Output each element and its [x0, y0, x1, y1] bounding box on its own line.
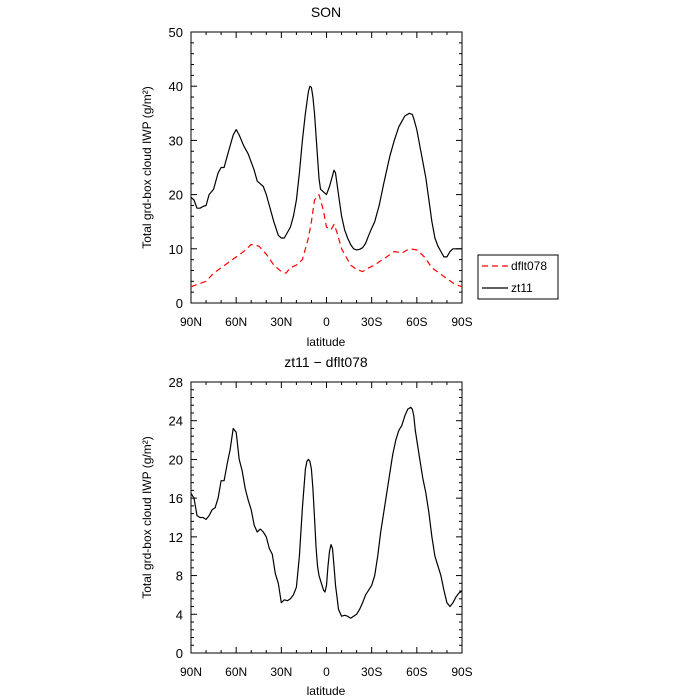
chart-bottom-y-axis-label: Total grd-box cloud IWP (g/m²) — [140, 436, 154, 599]
series-line-zt11 — [190, 85, 462, 258]
chart-top-x-tick-labels: 90N 60N 30N 0 30S 60S 90S — [180, 315, 473, 329]
x-tick-label: 0 — [323, 665, 330, 679]
y-tick-label: 0 — [176, 646, 183, 661]
x-tick-label: 90N — [180, 665, 202, 679]
chart-top-plot-frame — [190, 31, 463, 304]
x-tick-label: 30S — [361, 315, 382, 329]
y-tick-label: 50 — [169, 25, 183, 40]
y-tick-label: 40 — [169, 79, 183, 94]
chart-bottom: zt11 − dflt078 90N 60N 30N 0 30S 60S 90S 0 4 8 12… — [140, 354, 473, 698]
series-line-dflt078 — [190, 194, 463, 288]
x-tick-label: 60N — [225, 315, 247, 329]
y-tick-label: 4 — [176, 607, 183, 622]
y-tick-label: 28 — [169, 375, 183, 390]
y-tick-label: 24 — [169, 414, 183, 429]
series-line-diff-0 — [190, 406, 463, 619]
y-tick-label: 30 — [169, 133, 183, 148]
chart-bottom-x-axis-label: latitude — [307, 684, 346, 698]
x-tick-label: 60S — [406, 665, 427, 679]
chart-bottom-series — [190, 406, 463, 619]
chart-top-legend: dflt078 zt11 — [477, 254, 559, 300]
chart-top-y-tick-labels: 0 10 20 30 40 50 — [169, 25, 183, 311]
x-tick-label: 60N — [225, 665, 247, 679]
x-tick-label: 30S — [361, 665, 382, 679]
chart-bottom-title: zt11 − dflt078 — [284, 354, 368, 370]
chart-top: SON 90N 60N 30N 0 30S 60S 90S 0 10 20 30 40 50 lati… — [140, 4, 559, 349]
legend-label-zt11: zt11 — [511, 281, 533, 295]
x-tick-label: 90S — [451, 665, 472, 679]
chart-bottom-x-tick-labels: 90N 60N 30N 0 30S 60S 90S — [180, 665, 473, 679]
x-tick-label: 90S — [451, 315, 472, 329]
y-tick-label: 20 — [169, 452, 183, 467]
legend-label-dflt078: dflt078 — [511, 259, 547, 273]
x-tick-label: 90N — [180, 315, 202, 329]
legend-frame — [477, 254, 559, 300]
x-tick-label: 0 — [323, 315, 330, 329]
chart-bottom-ticks — [190, 381, 463, 654]
chart-top-ticks — [190, 31, 463, 304]
y-tick-label: 10 — [169, 242, 183, 257]
chart-top-x-axis-label: latitude — [307, 335, 346, 349]
y-tick-label: 20 — [169, 188, 183, 203]
chart-top-series — [190, 85, 463, 288]
chart-bottom-y-tick-labels: 0 4 8 12 16 20 24 28 — [169, 375, 183, 661]
y-tick-label: 12 — [169, 530, 183, 545]
y-tick-label: 16 — [169, 491, 183, 506]
y-tick-label: 0 — [176, 296, 183, 311]
chart-bottom-plot-frame — [190, 381, 463, 654]
x-tick-label: 30N — [270, 315, 292, 329]
y-tick-label: 8 — [176, 569, 183, 584]
chart-top-y-axis-label: Total grd-box cloud IWP (g/m²) — [140, 86, 154, 249]
x-tick-label: 30N — [270, 665, 292, 679]
chart-top-title: SON — [311, 4, 341, 20]
x-tick-label: 60S — [406, 315, 427, 329]
